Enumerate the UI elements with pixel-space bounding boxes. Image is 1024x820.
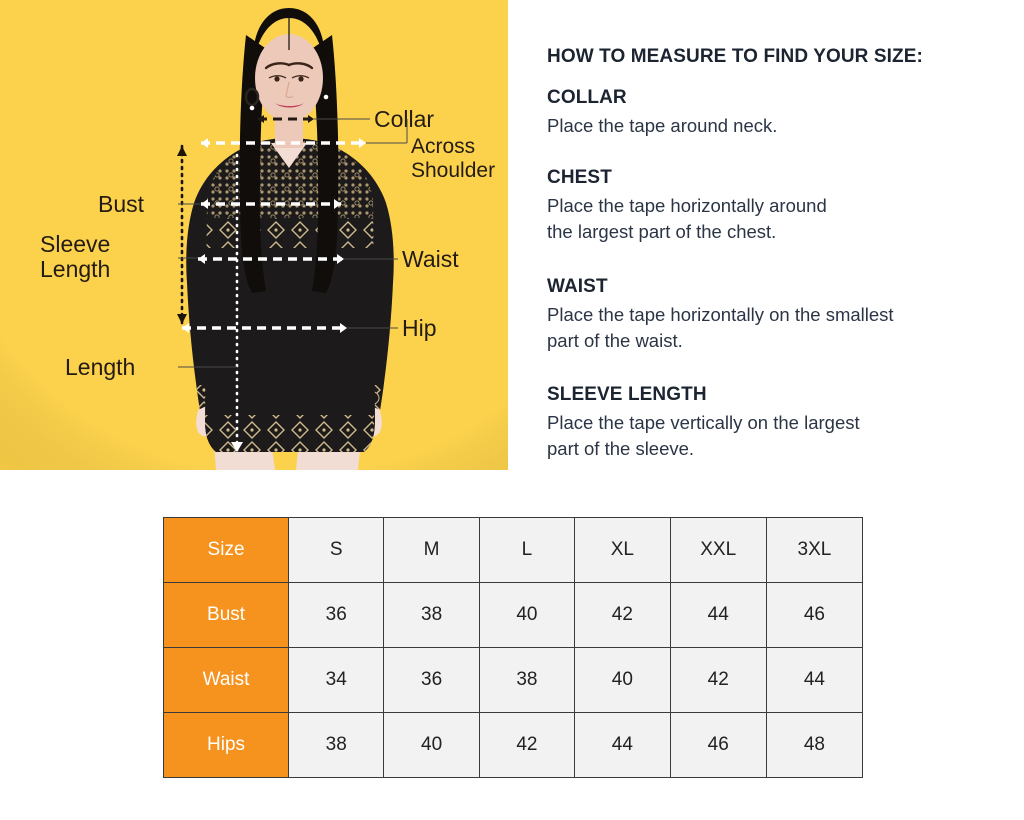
svg-text:Shoulder: Shoulder [411, 159, 495, 182]
svg-text:Sleeve: Sleeve [40, 231, 110, 257]
svg-text:Across: Across [411, 135, 475, 158]
svg-text:Collar: Collar [374, 106, 434, 132]
svg-text:Waist: Waist [402, 246, 459, 272]
svg-text:Length: Length [65, 354, 135, 380]
svg-text:Length: Length [40, 256, 110, 282]
svg-text:Bust: Bust [98, 191, 145, 217]
svg-text:Hip: Hip [402, 315, 437, 341]
